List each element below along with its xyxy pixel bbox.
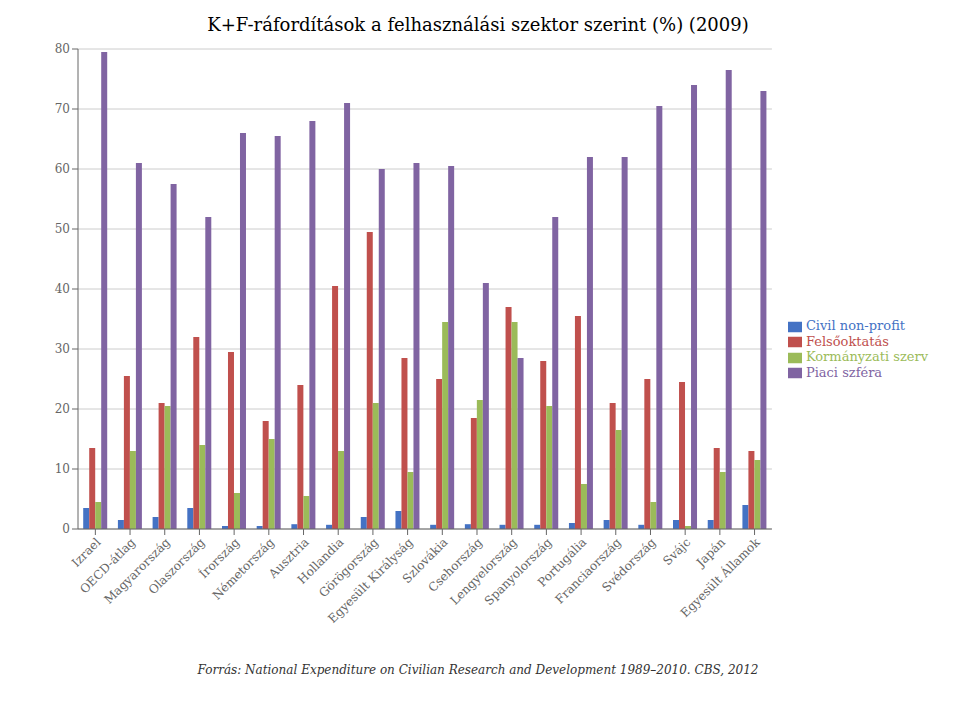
svg-text:Hollandia: Hollandia [294,535,347,587]
html-text:Civil non-profit: Civil non-profit [805,318,905,333]
svg-text:0: 0 [62,522,70,536]
svg-text:20: 20 [55,402,70,416]
svg-text:Magyarország: Magyarország [101,535,173,607]
svg-text:Lengyelország: Lengyelország [447,535,520,608]
html-text:Kormányzati szerv: Kormányzati szerv [805,349,928,364]
svg-text:80: 80 [55,42,70,56]
svg-text:Ausztria: Ausztria [266,535,312,581]
html-text:Felsőoktatás: Felsőoktatás [805,333,889,349]
svg-text:Csehország: Csehország [425,535,486,595]
svg-text:Olaszország: Olaszország [146,535,208,597]
svg-text:Svédország: Svédország [599,535,659,595]
svg-text:60: 60 [55,162,70,176]
html-text:Forrás: National Expenditure o: Forrás: National Expenditure on Civilian… [197,663,759,677]
svg-text:30: 30 [55,342,70,356]
svg-text:Izrael: Izrael [68,535,104,570]
svg-text:Egyesült Királyság: Egyesült Királyság [325,535,416,626]
html-text:Piaci szféra: Piaci szféra [805,364,883,380]
svg-text:Franciaország: Franciaország [552,535,624,607]
svg-text:Írország: Írország [196,535,243,581]
svg-text:Japán: Japán [693,535,728,570]
svg-text:OECD-átlag: OECD-átlag [77,535,139,597]
svg-text:Spanyolország: Spanyolország [481,535,555,608]
svg-text:Portugália: Portugália [534,535,590,590]
svg-text:Szlovákia: Szlovákia [399,535,451,586]
svg-text:50: 50 [55,222,70,236]
svg-text:40: 40 [55,282,70,296]
html-text:K+F-ráfordítások a felhasználá: K+F-ráfordítások a felhasználási szektor… [207,14,749,35]
svg-text:Egyesült Államok: Egyesült Államok [677,534,763,620]
svg-text:70: 70 [55,102,70,116]
svg-text:10: 10 [55,462,70,476]
svg-text:Németország: Németország [209,535,277,603]
svg-text:Görögország: Görögország [316,535,381,600]
svg-text:Svájc: Svájc [660,535,693,568]
